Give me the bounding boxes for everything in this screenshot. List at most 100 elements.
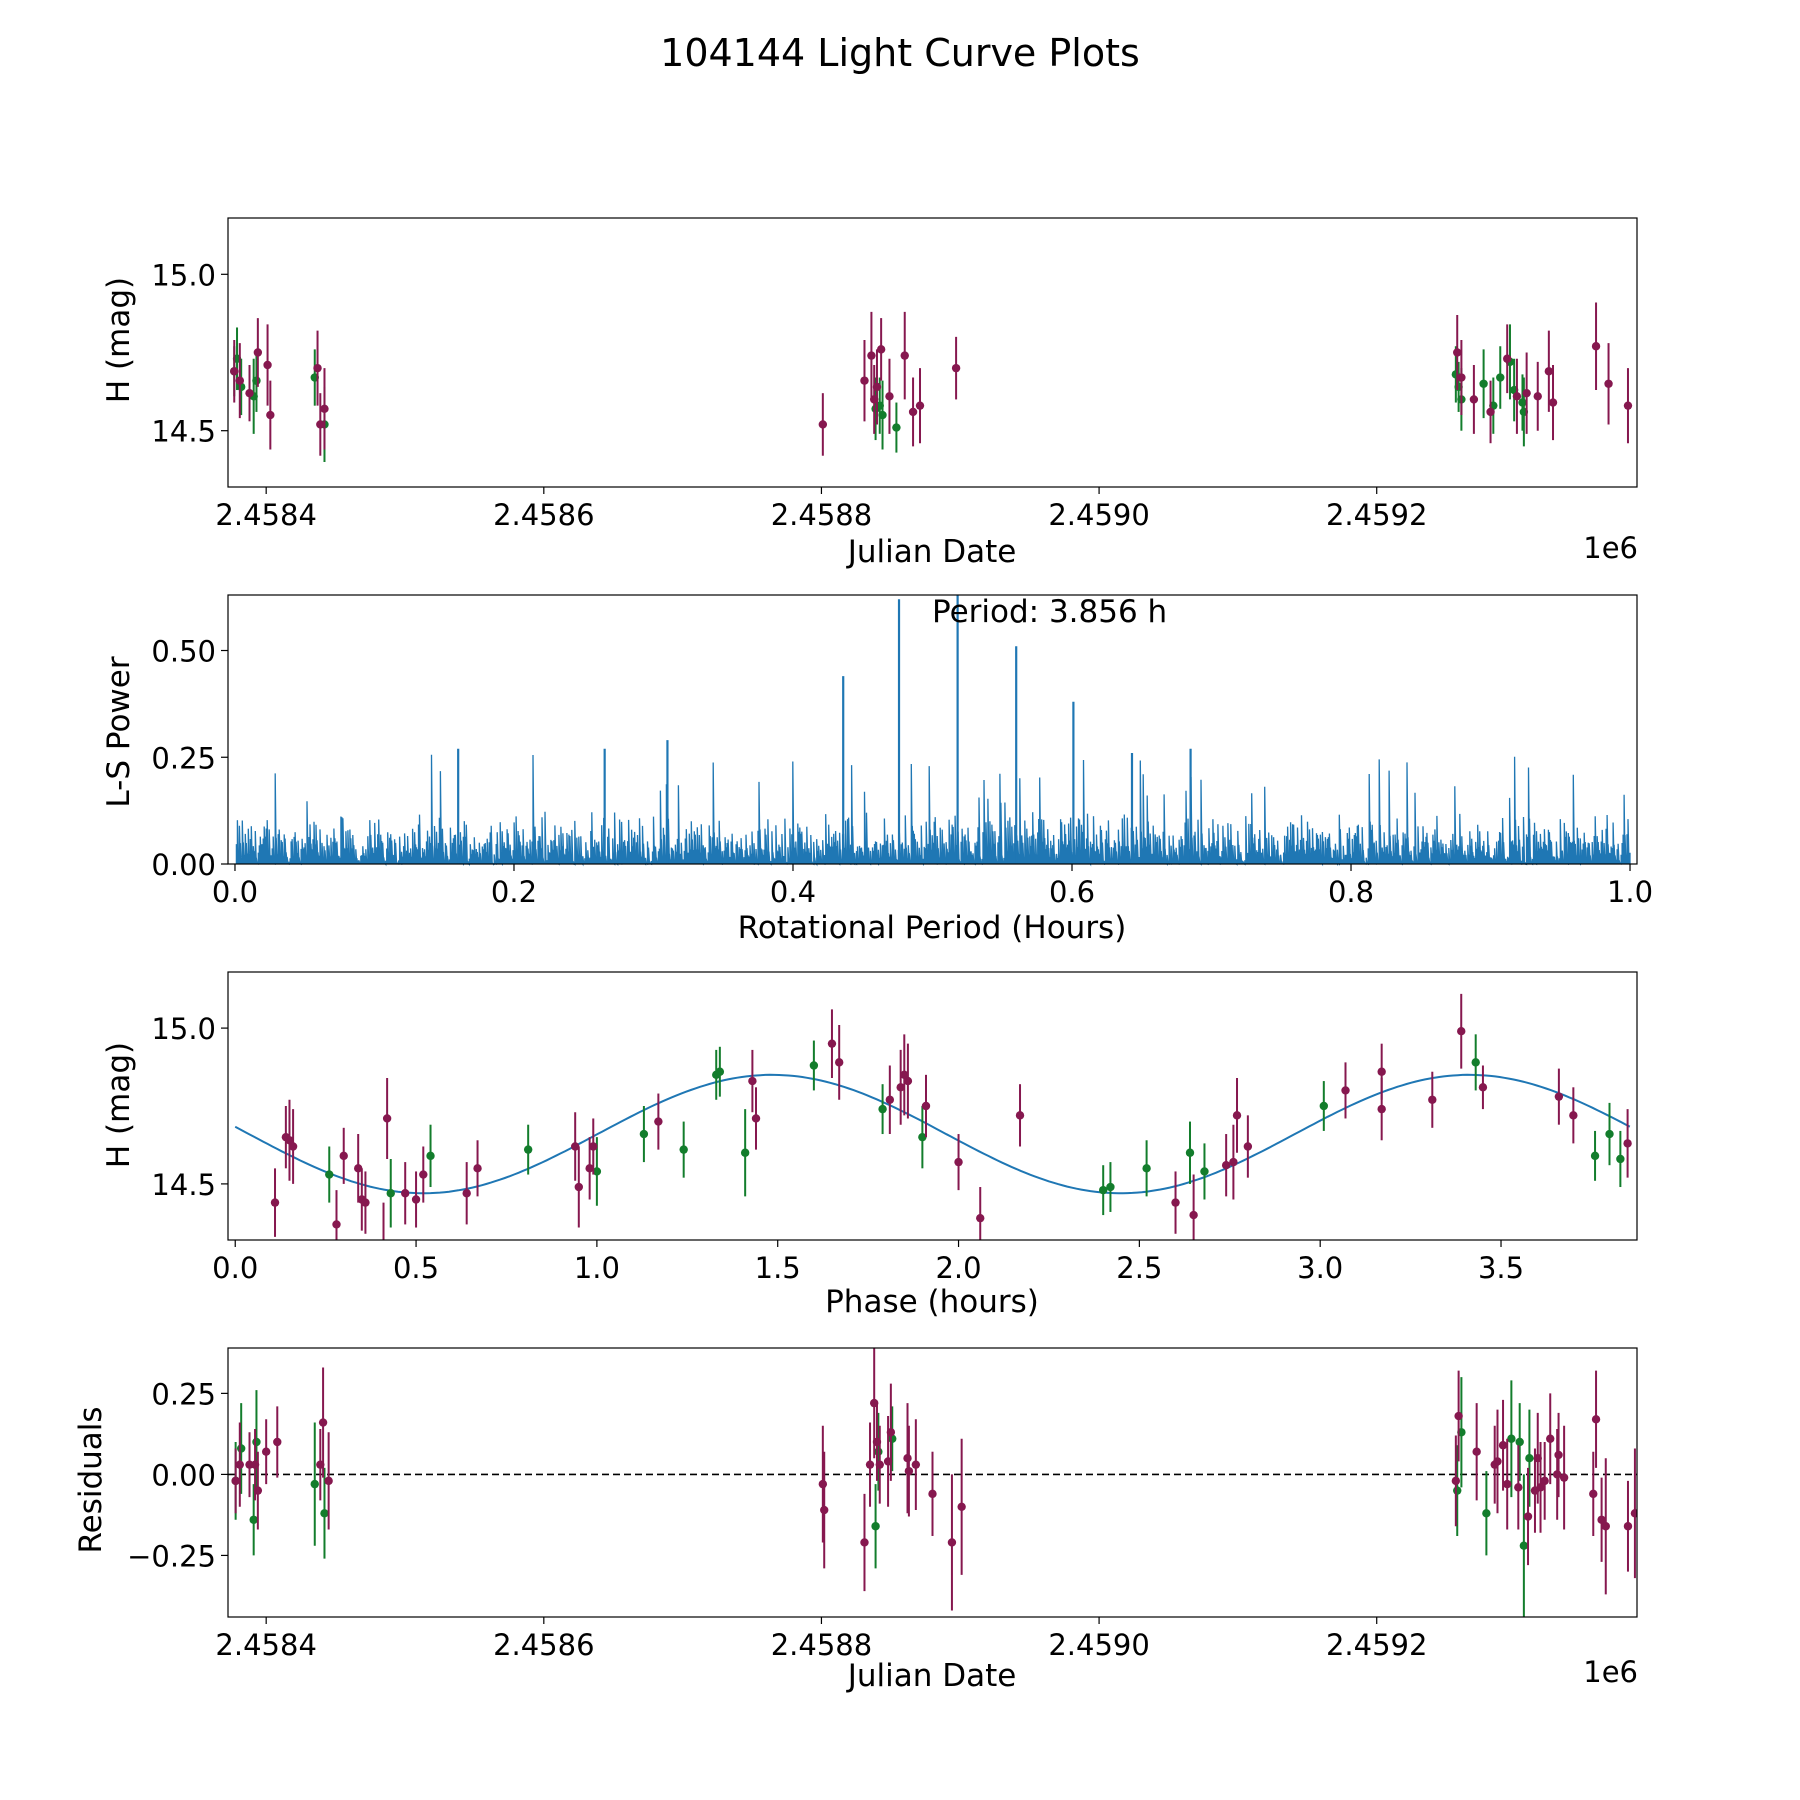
residuals-point — [1591, 1415, 1601, 1424]
lightcurve-point — [1479, 379, 1488, 388]
phased-xtick-label: 1.5 — [755, 1251, 801, 1285]
lightcurve-point — [1496, 373, 1505, 382]
periodogram-xlabel: Rotational Period (Hours) — [738, 910, 1127, 946]
residuals-panel: 2.4584 2.4586 2.4588 2.4590 2.4592 0.25 0.00 −0… — [73, 1347, 1638, 1694]
phased-point — [332, 1220, 341, 1229]
lightcurve-xtick-label: 2.4592 — [1326, 498, 1427, 532]
residuals-point — [1523, 1512, 1533, 1521]
lightcurve-ytick-label: 15.0 — [151, 258, 216, 292]
residuals-point — [1493, 1457, 1502, 1466]
phased-point — [1171, 1198, 1180, 1207]
residuals-point — [1546, 1434, 1555, 1443]
lightcurve-point — [235, 376, 244, 385]
lightcurve-point — [1518, 398, 1527, 407]
phased-point — [401, 1189, 410, 1198]
lightcurve-xtick-label: 2.4586 — [493, 498, 594, 532]
residuals-point — [1540, 1476, 1549, 1486]
lightcurve-point — [892, 423, 901, 432]
lightcurve-point — [1486, 407, 1495, 417]
phased-point — [339, 1151, 348, 1161]
phased-point — [270, 1198, 280, 1207]
phased-point — [325, 1170, 334, 1179]
lightcurve-point — [878, 410, 887, 420]
phased-point — [885, 1095, 895, 1104]
periodogram-ytick-label: 0.25 — [151, 741, 216, 775]
phased-xtick-label: 2.5 — [1116, 1251, 1162, 1285]
phased-model-curve — [234, 1073, 1631, 1195]
residuals-point — [903, 1453, 912, 1463]
residuals-point — [249, 1515, 258, 1524]
lightcurve-xtick-label: 2.4588 — [771, 498, 872, 532]
lightcurve-point — [1469, 395, 1479, 404]
residuals-point — [928, 1489, 937, 1499]
lightcurve-point — [316, 420, 325, 429]
residuals-point — [1623, 1522, 1633, 1531]
phased-point — [285, 1136, 294, 1145]
residuals-offset-text: 1e6 — [1583, 1655, 1638, 1689]
phased-point — [411, 1195, 421, 1204]
residuals-point — [1536, 1483, 1545, 1492]
residuals-xlabel: Julian Date — [846, 1658, 1017, 1694]
phased-point — [1221, 1161, 1231, 1170]
phased-point — [1428, 1095, 1437, 1104]
phased-point — [921, 1101, 931, 1111]
residuals-xtick-label: 2.4592 — [1326, 1628, 1427, 1662]
phased-point — [1623, 1139, 1632, 1148]
phased-point — [1554, 1092, 1564, 1101]
periodogram-panel: 0.0 0.2 0.4 0.6 0.8 1.0 0.00 0.25 0.50 Rotationa… — [101, 594, 1653, 946]
residuals-point — [1503, 1479, 1512, 1489]
lightcurve-point — [1457, 373, 1466, 382]
lightcurve-point — [252, 376, 261, 385]
residuals-point — [874, 1447, 883, 1456]
periodogram-ytick-label: 0.50 — [151, 635, 216, 669]
residuals-point — [1472, 1447, 1481, 1456]
phased-xtick-label: 0.0 — [212, 1251, 258, 1285]
phased-point — [954, 1157, 963, 1167]
periodogram-xtick-label: 0.6 — [1049, 875, 1095, 909]
lightcurve-point — [1548, 398, 1558, 407]
residuals-point — [235, 1460, 244, 1469]
lightcurve-xtick-label: 2.4584 — [215, 498, 316, 532]
phased-plot: 0.0 0.5 1.0 1.5 2.0 2.5 3.0 3.5 15.0 14.5 — [151, 971, 1638, 1285]
periodogram-xtick-label: 0.4 — [770, 875, 816, 909]
residuals-point — [860, 1538, 869, 1547]
residuals-point — [318, 1418, 328, 1427]
residuals-point — [236, 1444, 246, 1453]
phased-point — [523, 1145, 533, 1154]
phased-ylabel: H (mag) — [101, 1042, 137, 1168]
lightcurve-point — [818, 420, 828, 429]
lightcurve-point — [313, 363, 322, 373]
phased-point — [589, 1142, 598, 1151]
phased-xtick-label: 3.0 — [1297, 1251, 1343, 1285]
phased-point — [1243, 1142, 1253, 1151]
lightcurve-ylabel: H (mag) — [101, 277, 137, 403]
residuals-point — [957, 1502, 966, 1512]
lightcurve-point — [1503, 354, 1512, 363]
residuals-point — [1630, 1509, 1637, 1518]
lightcurve-panel: 2.4584 2.4586 2.4588 2.4590 2.4592 15.0 14.5 J… — [101, 217, 1638, 570]
residuals-point — [231, 1476, 240, 1486]
phased-point — [353, 1164, 363, 1173]
residuals-point — [1515, 1437, 1524, 1447]
lightcurve-point — [1544, 367, 1554, 376]
phased-point — [1099, 1185, 1108, 1195]
residuals-plot: 2.4584 2.4586 2.4588 2.4590 2.4592 0.25 0.00 −0… — [127, 1347, 1638, 1662]
phased-panel: 0.0 0.5 1.0 1.5 2.0 2.5 3.0 3.5 15.0 14.5 Phase (… — [101, 971, 1638, 1320]
phased-point — [574, 1182, 584, 1192]
residuals-point — [1498, 1441, 1508, 1450]
residuals-point — [911, 1460, 921, 1469]
periodogram-frame — [227, 594, 1638, 865]
lightcurve-ytick-label: 14.5 — [151, 415, 216, 449]
phased-point — [361, 1198, 370, 1207]
lightcurve-point — [266, 410, 275, 420]
phased-point — [1616, 1154, 1625, 1164]
periodogram-ylabel: L-S Power — [101, 656, 137, 807]
residuals-point — [1601, 1522, 1610, 1531]
lightcurve-point — [1533, 392, 1542, 401]
residuals-point — [1525, 1453, 1534, 1463]
lightcurve-point — [230, 367, 239, 376]
phased-point — [1457, 1027, 1466, 1036]
phased-point — [1189, 1210, 1198, 1220]
residuals-point — [1519, 1541, 1529, 1550]
periodogram-xtick-label: 0.0 — [212, 875, 258, 909]
